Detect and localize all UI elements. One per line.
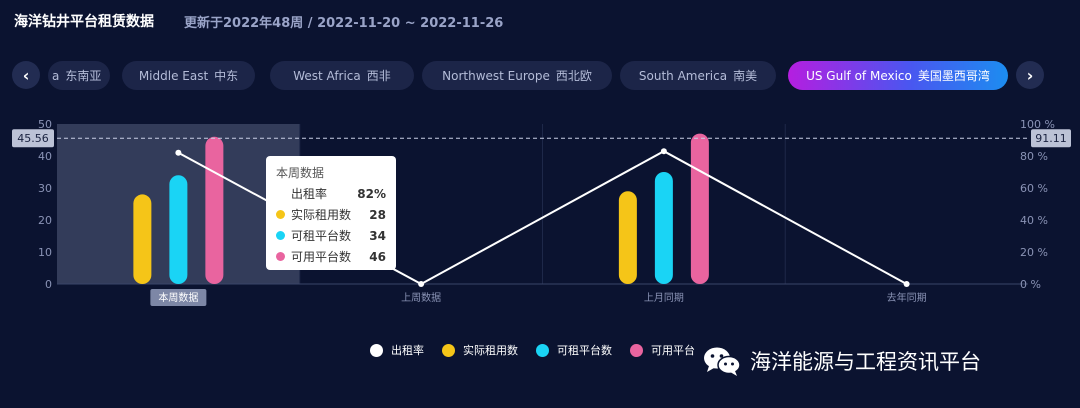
chart-tooltip: 本周数据 出租率 82% 实际租用数 28 可租平台数 34 可用平台数 46 — [266, 156, 396, 270]
bar-1 — [169, 175, 188, 284]
region-tab-zh-label: 东南亚 — [65, 69, 102, 83]
region-tab-south-america[interactable]: South America 南美 — [620, 61, 776, 90]
legend-item-occupancy[interactable]: 出租率 — [370, 342, 424, 358]
region-tab-northwest-europe[interactable]: Northwest Europe 西北欧 — [422, 61, 612, 90]
tooltip-label: 可租平台数 — [291, 229, 352, 243]
tooltip-value: 82% — [357, 186, 386, 201]
left-axis-tick-label: 20 — [38, 214, 52, 227]
bar-2 — [690, 133, 709, 284]
region-tab-zh-label: 美国墨西哥湾 — [917, 69, 990, 83]
x-axis-category-label: 本周数据 — [158, 291, 198, 304]
tooltip-row: 实际租用数 28 — [276, 204, 386, 225]
region-tab-zh-label: 西北欧 — [555, 69, 592, 83]
region-tab-en-label: South America — [638, 68, 728, 83]
occupancy-point — [175, 149, 182, 156]
page-title: 海洋钻井平台租赁数据 — [14, 14, 154, 30]
region-tab-bar: ‹ a 东南亚 Middle East 中东 West Africa 西非 No… — [12, 61, 1044, 90]
tooltip-row: 可用平台数 46 — [276, 246, 386, 267]
occupancy-point — [660, 148, 667, 155]
bar-0 — [133, 194, 152, 284]
region-tab-en-label: Northwest Europe — [442, 68, 550, 83]
right-axis-tick-label: 40 % — [1020, 214, 1048, 227]
legend-dot — [536, 343, 549, 357]
watermark: 海洋能源与工程资讯平台 — [702, 344, 981, 378]
region-tab-southeast-asia[interactable]: a 东南亚 — [48, 61, 110, 90]
x-axis-category-label: 上周数据 — [401, 291, 441, 304]
region-tab-zh-label: 南美 — [733, 69, 758, 83]
legend-label: 可用平台 — [651, 344, 695, 357]
chart-legend: 出租率 实际租用数 可租平台数 可用平台 — [370, 341, 713, 359]
left-axis-tick-label: 50 — [38, 118, 52, 131]
legend-dot — [442, 343, 455, 357]
left-axis-tick-label: 0 — [45, 278, 52, 291]
wechat-icon — [704, 347, 741, 376]
tooltip-label: 出租率 — [291, 187, 328, 201]
page-header: 海洋钻井平台租赁数据 更新于2022年48周 / 2022-11-20 ~ 20… — [14, 10, 503, 32]
tooltip-dot — [276, 210, 285, 219]
left-axis-tick-label: 30 — [38, 182, 52, 195]
watermark-text: 海洋能源与工程资讯平台 — [750, 350, 981, 374]
x-axis-highlight-badge — [150, 289, 207, 306]
occupancy-point — [903, 281, 910, 287]
legend-label: 出租率 — [391, 344, 424, 357]
region-tab-en-label: US Gulf of Mexico — [806, 68, 912, 83]
region-tab-zh-label: 西非 — [366, 69, 391, 83]
crosshair-right-badge — [1031, 129, 1071, 148]
region-tab-west-africa[interactable]: West Africa 西非 — [270, 61, 414, 90]
legend-dot — [630, 343, 643, 357]
crosshair-left-label: 45.56 — [17, 132, 49, 145]
right-axis-tick-label: 100 % — [1020, 118, 1055, 131]
region-tab-en-label: Middle East — [138, 68, 209, 83]
tooltip-value: 46 — [369, 249, 386, 264]
region-tab-zh-label: 中东 — [214, 69, 239, 83]
right-axis-tick-label: 0 % — [1020, 278, 1041, 291]
bar-2 — [205, 136, 224, 284]
bar-0 — [618, 191, 637, 284]
region-tab-us-gulf-of-mexico[interactable]: US Gulf of Mexico 美国墨西哥湾 — [788, 61, 1008, 90]
chevron-left-icon[interactable]: ‹ — [12, 61, 40, 89]
right-axis-tick-label: 80 % — [1020, 150, 1048, 163]
left-axis-tick-label: 40 — [38, 150, 52, 163]
legend-item-available[interactable]: 可用平台 — [630, 342, 695, 358]
tooltip-row: 可租平台数 34 — [276, 225, 386, 246]
tooltip-label: 可用平台数 — [291, 250, 352, 264]
left-axis-tick-label: 10 — [38, 246, 52, 259]
crosshair-left-badge — [12, 129, 54, 148]
region-tab-en-label: a — [52, 68, 60, 83]
legend-item-marketed[interactable]: 可租平台数 — [536, 342, 612, 358]
legend-label: 实际租用数 — [463, 344, 518, 357]
tooltip-value: 28 — [369, 207, 386, 222]
tooltip-label: 实际租用数 — [291, 208, 352, 222]
right-axis-tick-label: 20 % — [1020, 246, 1048, 259]
legend-item-contracted[interactable]: 实际租用数 — [442, 342, 518, 358]
x-axis-category-label: 上月同期 — [644, 292, 684, 304]
region-tab-en-label: West Africa — [293, 68, 361, 83]
legend-label: 可租平台数 — [557, 344, 612, 357]
legend-dot — [370, 343, 383, 357]
occupancy-point — [418, 281, 425, 287]
tooltip-dot — [276, 252, 285, 261]
tooltip-dot — [276, 231, 285, 240]
bar-1 — [654, 172, 673, 284]
x-axis-category-label: 去年同期 — [887, 291, 927, 304]
update-period: 更新于2022年48周 / 2022-11-20 ~ 2022-11-26 — [184, 15, 504, 31]
tooltip-title: 本周数据 — [276, 166, 325, 180]
region-tab-middle-east[interactable]: Middle East 中东 — [122, 61, 255, 90]
tooltip-row: 出租率 82% — [276, 183, 386, 204]
crosshair-right-label: 91.11 — [1035, 132, 1067, 145]
tooltip-value: 34 — [369, 228, 386, 243]
rig-chart: 010203040500 %20 %40 %60 %80 %100 %本周数据上… — [12, 118, 1071, 306]
chevron-right-icon[interactable]: › — [1016, 61, 1044, 89]
right-axis-tick-label: 60 % — [1020, 182, 1048, 195]
tooltip-dot — [276, 189, 285, 198]
